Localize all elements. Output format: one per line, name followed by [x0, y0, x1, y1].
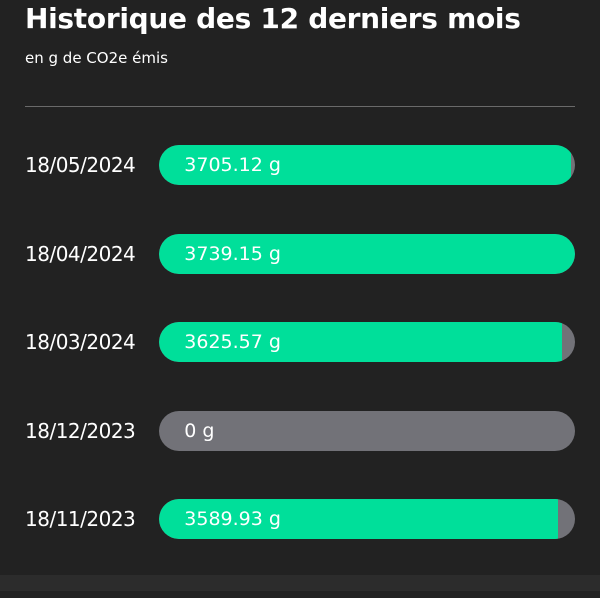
history-row: 18/04/2024 3739.15 g — [25, 233, 575, 274]
history-row: 18/03/2024 3625.57 g — [25, 322, 575, 362]
history-row: 18/11/2023 3589.93 g — [25, 499, 575, 539]
history-date: 18/05/2024 — [25, 153, 136, 177]
emission-bar-fill — [159, 322, 563, 362]
emission-bar-fill — [159, 499, 559, 539]
emission-bar-fill — [159, 233, 575, 274]
emission-bar-fill — [159, 145, 572, 185]
emission-value: 0 g — [184, 419, 215, 442]
history-row: 18/05/2024 3705.12 g — [25, 145, 575, 185]
history-date: 18/03/2024 — [25, 330, 136, 354]
divider — [25, 106, 575, 107]
emission-value: 3739.15 g — [184, 242, 281, 265]
emission-bar: 3625.57 g — [159, 322, 575, 362]
emission-bar: 3589.93 g — [159, 499, 575, 539]
history-date: 18/04/2024 — [25, 241, 136, 266]
emission-value: 3625.57 g — [184, 331, 281, 353]
history-date: 18/11/2023 — [25, 507, 136, 531]
emission-bar: 3705.12 g — [159, 145, 575, 185]
bottom-bar — [0, 575, 600, 591]
page-title: Historique des 12 derniers mois — [25, 2, 521, 35]
emission-value: 3589.93 g — [184, 508, 281, 530]
history-date: 18/12/2023 — [25, 418, 136, 443]
emission-bar: 0 g — [159, 410, 575, 451]
history-row: 18/12/2023 0 g — [25, 410, 575, 451]
page-subtitle: en g de CO2e émis — [25, 49, 168, 67]
emission-value: 3705.12 g — [184, 154, 281, 176]
history-list: 18/05/2024 3705.12 g 18/04/2024 3739.15 … — [25, 145, 575, 588]
emission-bar: 3739.15 g — [159, 233, 575, 274]
